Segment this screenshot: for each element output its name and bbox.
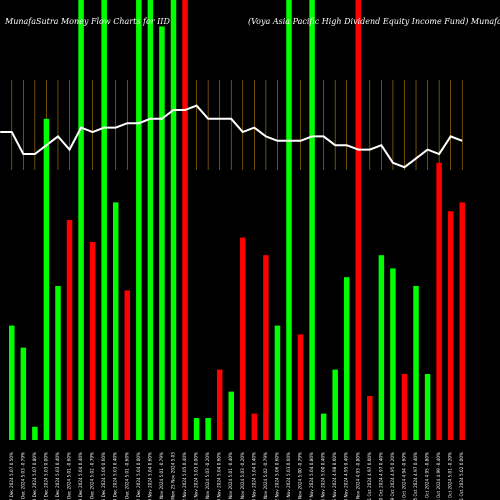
bar	[309, 0, 315, 440]
x-tick-label: Thu 14 Nov 2024 5.04 0.40%	[251, 452, 256, 500]
bar	[390, 268, 396, 440]
bar	[320, 413, 327, 440]
bar	[367, 396, 373, 440]
bar	[459, 202, 465, 440]
bar	[78, 0, 84, 440]
x-tick-label: Thu 21 Nov 2024 5.03 0.00%	[194, 452, 199, 500]
x-tick-label: Wed 20 Nov 2024 5.03 -0.20%	[205, 452, 210, 500]
x-tick-label: Wed 30 Oct 2024 4.97 0.40%	[378, 452, 383, 500]
bar	[355, 0, 362, 440]
x-tick-label: Thu 12 Dec 2024 5.03 0.00%	[43, 452, 48, 500]
money-flow-line	[0, 104, 463, 169]
bar	[193, 418, 200, 440]
x-tick-label: Wed 11 Dec 2024 5.03 0.40%	[55, 452, 60, 500]
bar	[436, 162, 442, 441]
bar	[447, 211, 454, 440]
x-tick-label: Tue 26 Nov 2024 5.01 -0.79%	[159, 452, 164, 500]
x-tick-label: Fri 06 Dec 2024 5.02 -0.79%	[90, 452, 95, 500]
x-tick-label: Tue 03 Dec 2024 5.01 -0.60%	[124, 452, 129, 500]
bar	[424, 374, 431, 440]
header-left: MunafaSutra Money Flow Charts for IID	[4, 17, 170, 26]
x-tick-label: Fri 25 Oct 2024 4.97 0.40%	[413, 452, 418, 500]
x-tick-label: Fri 13 Dec 2024 5.07 0.80%	[32, 452, 37, 500]
bar	[55, 286, 61, 440]
bar	[216, 369, 223, 440]
bar	[101, 0, 107, 440]
x-tick-label: Mon 28 Oct 2024 4.94 -0.60%	[401, 452, 406, 500]
bar	[20, 347, 27, 440]
x-tick-label: Fri 08 Nov 2024 5.00 -0.79%	[298, 452, 303, 500]
bar	[205, 418, 211, 440]
x-tick-label: Wed 13 Nov 2024 5.02 -0.79%	[263, 452, 268, 500]
x-tick-label: Tue 10 Dec 2024 5.01 -0.60%	[67, 452, 72, 500]
x-tick-label: Fri 22 Nov 2024 5.05 0.40%	[182, 452, 187, 500]
header-right: (Voya Asia Pacific High Dividend Equity …	[248, 17, 500, 26]
bar	[332, 369, 338, 440]
x-tick-label: Thu 07 Nov 2024 5.04 0.80%	[309, 452, 314, 500]
bar	[43, 118, 50, 441]
x-tick-label: Mon 18 Nov 2024 5.01 -0.40%	[228, 452, 233, 500]
bar	[228, 391, 234, 440]
x-tick-label: Tue 17 Dec 2024 5.07 0.50%	[9, 452, 14, 500]
x-tick-label: Tue 29 Oct 2024 4.95 0.20%	[390, 452, 395, 500]
bar	[136, 0, 142, 440]
bar	[124, 290, 131, 440]
x-tick-label: Fri 29 Nov 2024 5.04 0.60%	[147, 452, 152, 500]
bars-group	[9, 0, 465, 441]
bar	[378, 255, 385, 440]
x-tick-label: Mon 11 Nov 2024 5.03 0.60%	[286, 452, 291, 500]
x-tick-labels: Tue 17 Dec 2024 5.07 0.50% Mon 16 Dec 202…	[9, 452, 464, 500]
x-tick-label: Fri 01 Nov 2024 4.93 -0.80%	[355, 452, 360, 500]
bar	[274, 325, 281, 440]
x-tick-label: Mon 04 Nov 2024 4.95 0.40%	[344, 452, 349, 500]
bar	[66, 220, 73, 440]
bar	[286, 0, 292, 440]
bar	[343, 277, 350, 440]
x-tick-label: Mon 02 Dec 2024 5.04 0.00%	[136, 452, 141, 500]
x-tick-label: Tue 12 Nov 2024 5.06 0.60%	[274, 452, 279, 500]
x-tick-label: Mon 16 Dec 2024 5.03 -0.79%	[20, 452, 25, 500]
bar	[182, 0, 188, 440]
bar	[240, 237, 246, 440]
bar	[32, 426, 38, 440]
x-tick-label: Wed 04 Dec 2024 5.03 0.40%	[113, 452, 118, 500]
x-tick-label: Fri 15 Nov 2024 5.03 -0.20%	[240, 452, 245, 500]
bar	[297, 334, 304, 440]
bar	[251, 413, 258, 440]
bar	[9, 325, 15, 440]
x-tick-label: Wed 23 Oct 2024 4.99 -0.40%	[436, 452, 441, 500]
bar	[413, 286, 419, 440]
bar	[89, 242, 96, 440]
x-tick-label: Mon 09 Dec 2024 5.04 0.40%	[78, 452, 83, 500]
x-tick-label: Thu 24 Oct 2024 4.95 -0.80%	[425, 452, 430, 500]
bar	[159, 26, 165, 441]
x-tick-label: Wed 06 Nov 2024 5.00 0.40%	[321, 452, 326, 500]
bar	[112, 202, 119, 440]
x-tick-label: Thu 31 Oct 2024 4.97 0.00%	[367, 452, 372, 500]
x-tick-label: Tue 19 Nov 2024 5.04 0.60%	[217, 452, 222, 500]
x-tick-label: Mon 25 Nov 2024 5.05	[170, 452, 175, 500]
x-tick-label: Tue 22 Oct 2024 5.01 -0.20%	[448, 452, 453, 500]
x-tick-label: Tue 05 Nov 2024 4.98 0.60%	[332, 452, 337, 500]
bar	[263, 255, 269, 440]
x-tick-label: Thu 05 Dec 2024 5.06 0.60%	[101, 452, 106, 500]
x-tick-label: Mon 21 Oct 2024 5.02 0.00%	[459, 452, 464, 500]
bar	[401, 374, 408, 440]
bar	[170, 0, 177, 440]
bar	[147, 0, 154, 440]
